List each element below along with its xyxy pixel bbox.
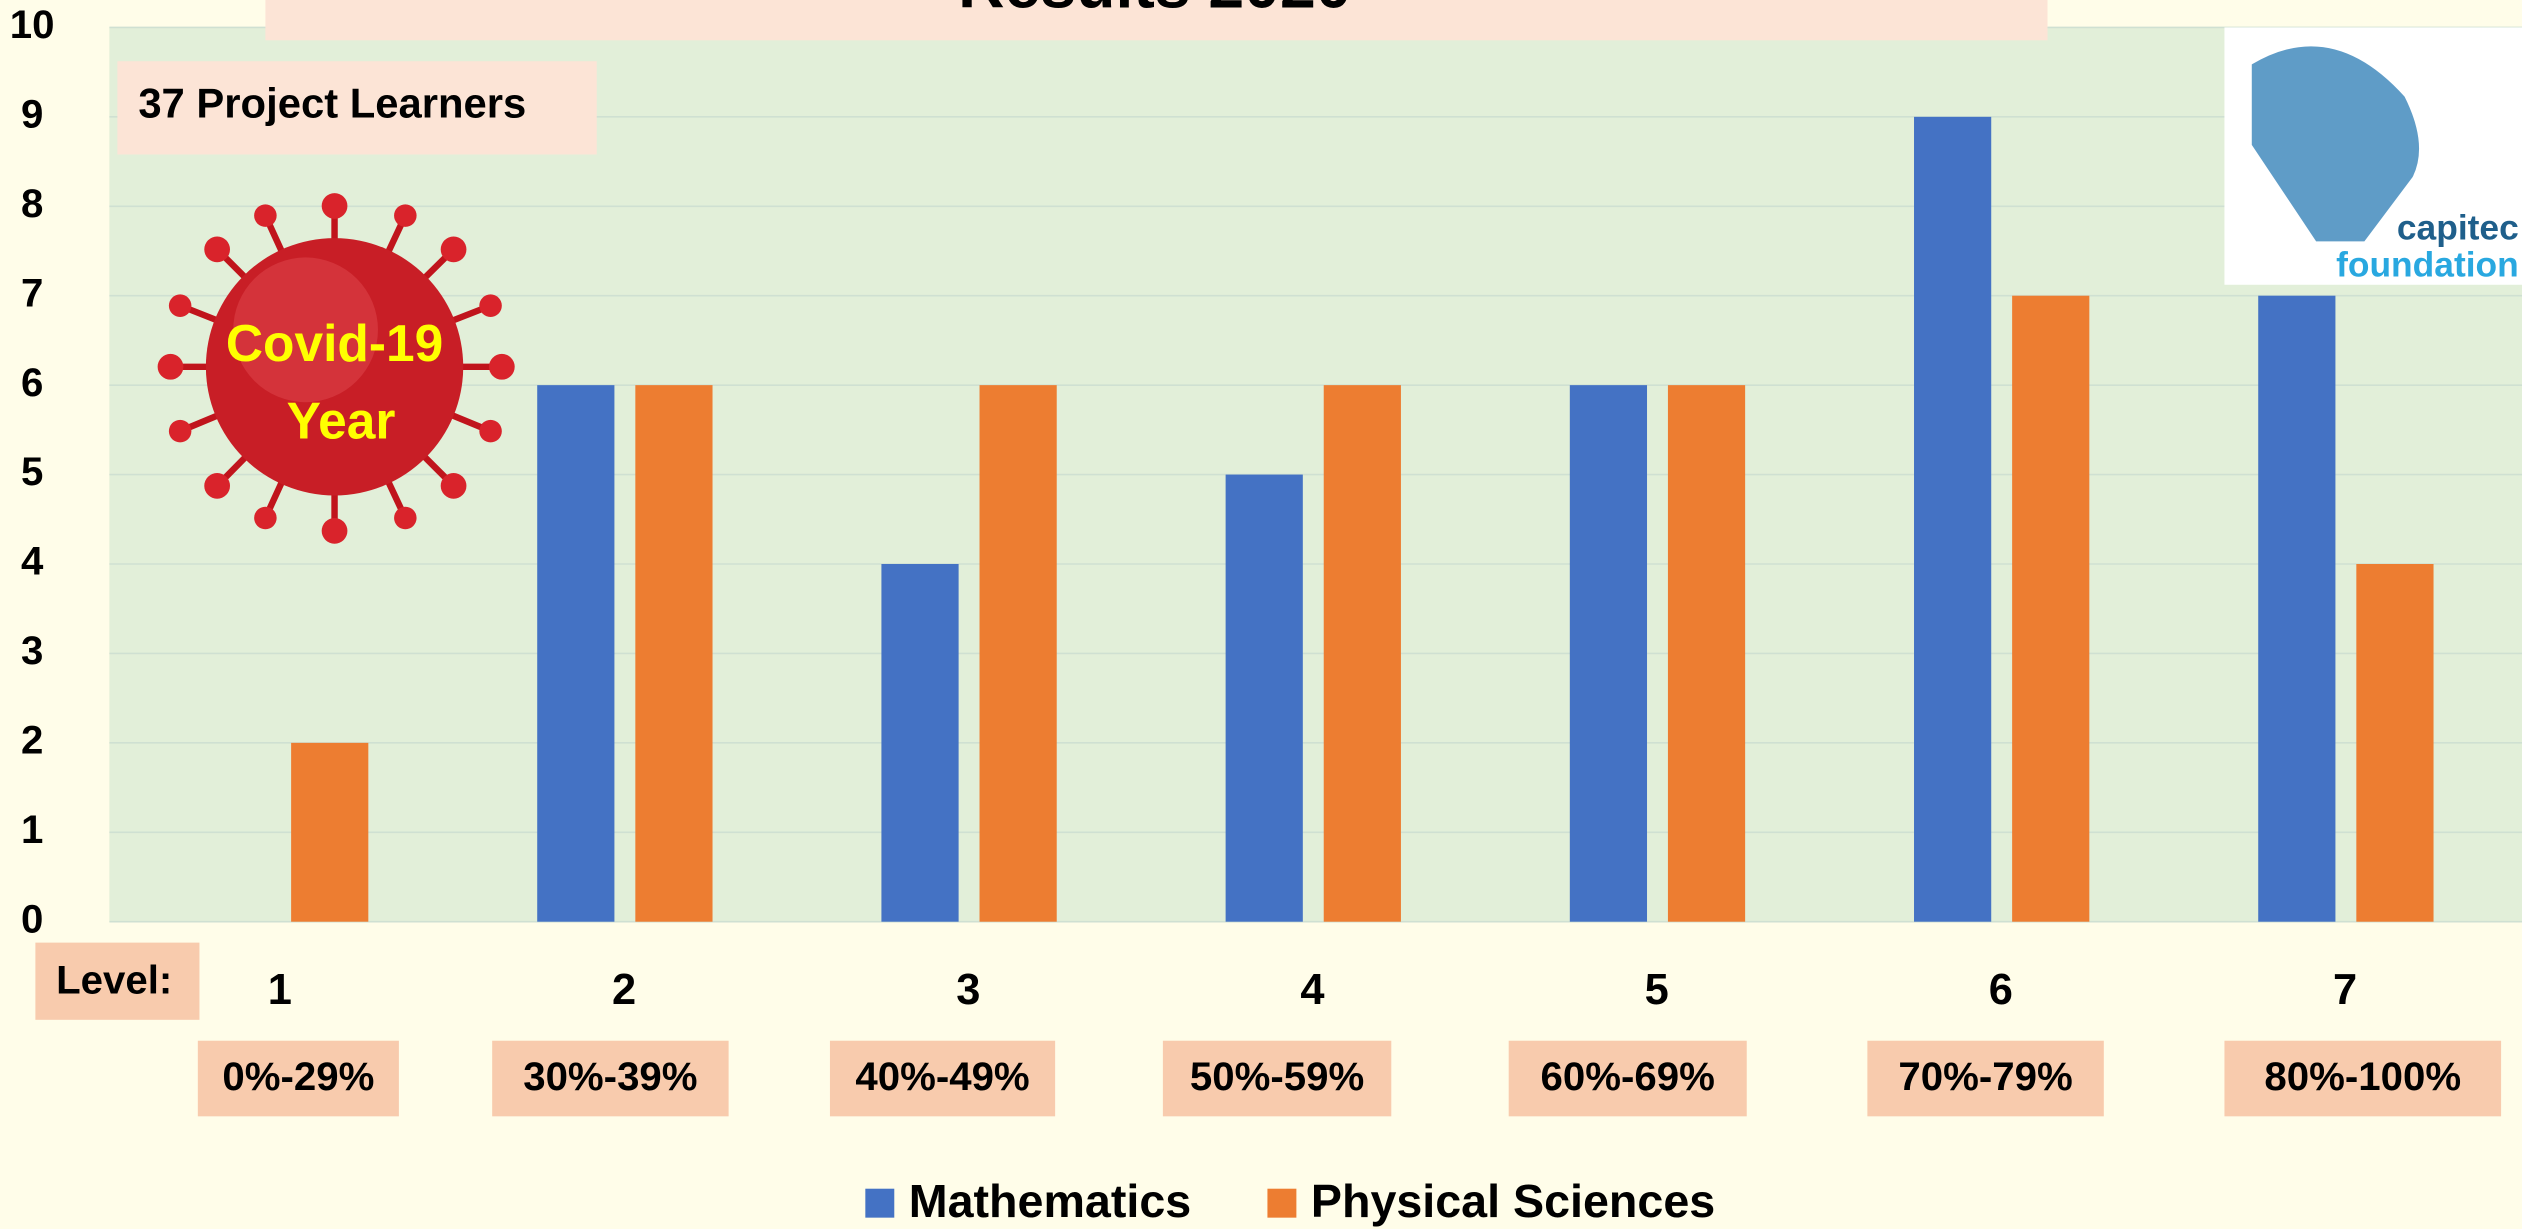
bar xyxy=(635,385,713,922)
legend-swatch xyxy=(865,1188,895,1218)
range-box xyxy=(2224,1040,2502,1117)
range-label: 40%-49% xyxy=(855,1054,1029,1099)
y-tick-label: 1 xyxy=(21,807,43,852)
legend-swatch xyxy=(1267,1188,1297,1218)
range-label: 60%-69% xyxy=(1541,1054,1715,1099)
range-label: 70%-79% xyxy=(1898,1054,2072,1099)
annotation-box xyxy=(117,61,597,155)
y-tick-label: 4 xyxy=(21,539,44,584)
chart-title: Results 2020 xyxy=(958,0,1351,21)
bar xyxy=(2012,295,2090,922)
range-box xyxy=(829,1040,1056,1117)
range-box xyxy=(1867,1040,2104,1117)
range-label: 50%-59% xyxy=(1190,1054,1364,1099)
bar xyxy=(291,742,369,922)
bars xyxy=(291,116,2434,922)
labels: 0 1 2 3 4 5 6 7 8 9 10 1 0%-29% 2 30%-39% 3 40%-49% 4 50%-… xyxy=(10,2,2502,1227)
range-label: 80%-100% xyxy=(2264,1054,2461,1099)
x-tick-label: 7 xyxy=(2333,966,2357,1014)
x-tick-label: 2 xyxy=(612,966,636,1014)
x-label-box xyxy=(35,942,200,1020)
range-box xyxy=(492,1040,729,1117)
x-axis-label: Level: xyxy=(56,957,172,1002)
bar xyxy=(2356,563,2434,922)
range-label: 0%-29% xyxy=(222,1054,374,1099)
y-tick-label: 5 xyxy=(21,449,43,494)
bar xyxy=(1667,385,1746,922)
bar xyxy=(1914,116,1992,922)
range-box xyxy=(1508,1040,1747,1117)
annotation: Year xyxy=(287,391,396,449)
x-tick-label: 3 xyxy=(956,966,980,1014)
bar xyxy=(1323,385,1401,922)
x-tick-label: 4 xyxy=(1300,966,1324,1014)
annotation: Covid-19 xyxy=(226,314,443,372)
virus-icon xyxy=(157,193,515,544)
range-label: 30%-39% xyxy=(523,1054,697,1099)
logo: capitec foundation xyxy=(2224,27,2522,285)
bar xyxy=(2258,295,2336,922)
y-tick-label: 2 xyxy=(21,717,43,762)
bar xyxy=(1225,474,1303,922)
x-tick-label: 1 xyxy=(268,966,292,1014)
y-tick-label: 8 xyxy=(21,181,43,226)
annotation: 37 Project Learners xyxy=(138,79,526,126)
y-tick-label: 3 xyxy=(21,628,43,673)
y-tick-label: 0 xyxy=(21,896,43,941)
y-tick-label: 7 xyxy=(21,270,43,315)
legend-label: Physical Sciences xyxy=(1311,1175,1715,1227)
y-tick-label: 6 xyxy=(21,360,43,405)
title-box xyxy=(265,0,2048,41)
bar xyxy=(979,385,1057,922)
legend-label: Mathematics xyxy=(909,1175,1191,1227)
x-tick-label: 5 xyxy=(1645,966,1669,1014)
range-box xyxy=(197,1040,399,1117)
x-tick-label: 6 xyxy=(1989,966,2013,1014)
y-tick-label: 9 xyxy=(21,91,43,136)
bar xyxy=(881,563,959,922)
bar xyxy=(537,385,615,922)
range-box xyxy=(1162,1040,1392,1117)
logo-text: capitec xyxy=(2397,208,2519,247)
y-tick-label: 10 xyxy=(10,2,55,47)
bar xyxy=(1569,385,1648,922)
logo-text: foundation xyxy=(2336,245,2519,284)
